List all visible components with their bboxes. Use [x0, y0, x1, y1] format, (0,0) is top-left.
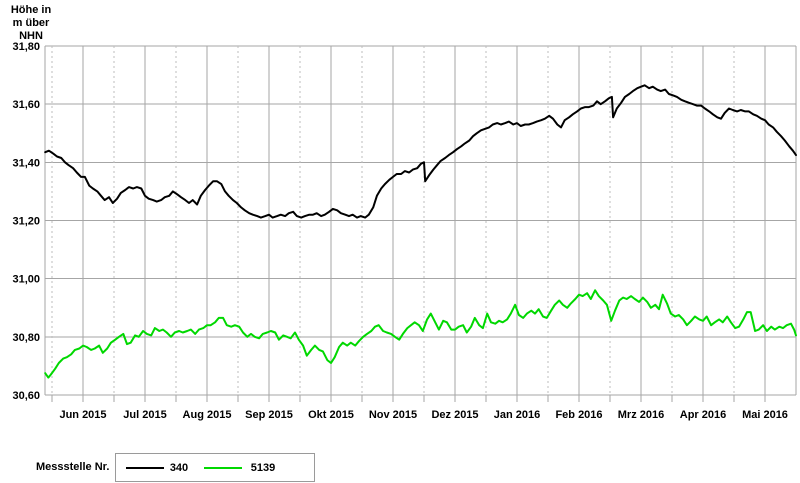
y-tick-label: 31,40	[12, 157, 40, 169]
x-tick-label: Sep 2015	[245, 409, 293, 421]
x-tick-label: Aug 2015	[183, 409, 232, 421]
y-tick-label: 31,00	[12, 274, 40, 286]
legend-entry-5139: 5139	[250, 461, 276, 474]
y-tick-label: 30,80	[12, 332, 40, 344]
y-tick-label: 31,60	[12, 99, 40, 111]
x-tick-label: Mrz 2016	[618, 409, 664, 421]
legend-entry-340: 340	[169, 461, 189, 474]
x-tick-label: Jun 2015	[59, 409, 106, 421]
y-tick-label: 31,80	[12, 41, 40, 53]
legend: Messstelle Nr. 340 5139	[0, 452, 800, 482]
x-tick-label: Nov 2015	[369, 409, 417, 421]
y-tick-label: 30,60	[12, 390, 40, 402]
y-axis-title-line2: m über NHN	[12, 17, 50, 42]
groundwater-chart-plot: 31,80 31,60 31,40 31,20 31,00 30,80 30,60 Jun 2…	[12, 41, 797, 421]
legend-label: Messstelle Nr.	[36, 460, 110, 473]
legend-line-sample-5139	[204, 467, 242, 469]
x-tick-label: Jul 2015	[123, 409, 166, 421]
x-tick-label: Mai 2016	[742, 409, 788, 421]
x-tick-label: Apr 2016	[680, 409, 726, 421]
y-tick-label: 31,20	[12, 216, 40, 228]
x-tick-label: Dez 2015	[431, 409, 478, 421]
y-axis-title-line1: Höhe in	[10, 4, 52, 16]
series-line-340	[44, 84, 797, 219]
legend-box: 340 5139	[115, 453, 315, 482]
x-tick-label: Jan 2016	[494, 409, 540, 421]
legend-line-sample-340	[126, 467, 164, 469]
y-axis-title: Höhe in m über NHN	[2, 4, 60, 43]
x-tick-label: Feb 2016	[555, 409, 602, 421]
x-tick-label: Okt 2015	[308, 409, 354, 421]
series-line-5139	[44, 289, 797, 379]
